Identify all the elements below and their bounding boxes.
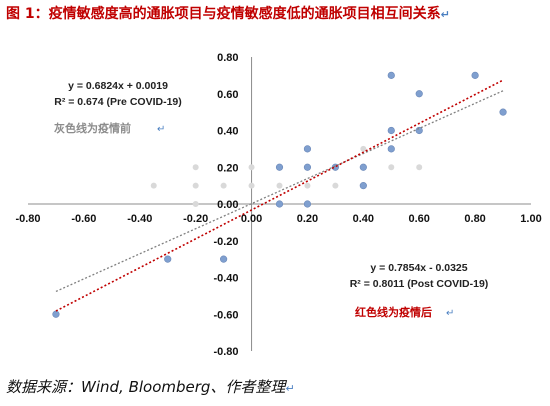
post-covid-trendline	[55, 79, 504, 312]
pre-covid-point	[360, 145, 367, 152]
post-covid-point	[415, 90, 423, 98]
pre-covid-point	[304, 182, 311, 189]
return-mark-icon: ↵	[157, 124, 165, 135]
return-mark-icon: ↵	[446, 308, 454, 319]
x-tick-label: 0.40	[353, 213, 374, 225]
post-covid-equation-line: y = 0.7854x - 0.0325	[370, 262, 467, 274]
pre-covid-point	[192, 201, 199, 207]
x-tick-label: -0.80	[15, 213, 40, 225]
return-mark-icon: ↵	[285, 382, 295, 395]
x-tick-label: 1.00	[520, 213, 541, 225]
data-source-text: 数据来源：Wind, Bloomberg、作者整理	[6, 378, 286, 396]
y-tick-label: -0.20	[213, 236, 238, 248]
post-covid-point	[52, 310, 60, 318]
post-covid-equation-line: R² = 0.8011 (Post COVID-19)	[350, 278, 489, 290]
post-covid-point	[220, 255, 228, 263]
y-tick-label: 0.20	[217, 162, 238, 174]
chart-title: 图 1：疫情敏感度高的通胀项目与疫情敏感度低的通胀项目相互间关系↵	[6, 3, 546, 23]
post-covid-point	[387, 145, 395, 153]
pre-covid-point	[248, 164, 255, 171]
pre-covid-point	[192, 164, 199, 171]
post-covid-point	[387, 71, 395, 79]
x-tick-label: -0.40	[127, 213, 152, 225]
y-tick-label: -0.40	[213, 273, 238, 285]
pre-covid-equation-line: R² = 0.674 (Pre COVID-19)	[54, 96, 182, 108]
pre-covid-point	[276, 182, 283, 189]
pre-covid-point	[220, 182, 227, 189]
post-covid-point	[471, 71, 479, 79]
pre-covid-point	[332, 182, 339, 189]
chart-title-text: 图 1：疫情敏感度高的通胀项目与疫情敏感度低的通胀项目相互间关系	[6, 6, 441, 22]
pre-covid-point	[150, 182, 157, 189]
pre-covid-note-line: 灰色线为疫情前	[54, 121, 131, 135]
post-covid-point	[164, 255, 172, 263]
x-tick-label: 0.80	[464, 213, 485, 225]
y-tick-label: -0.60	[213, 309, 238, 321]
post-covid-point	[303, 200, 312, 208]
pre-covid-equation-line: y = 0.6824x + 0.0019	[68, 80, 168, 92]
post-covid-point	[359, 182, 367, 190]
x-tick-label: -0.20	[183, 213, 208, 225]
post-covid-point	[303, 145, 312, 153]
post-covid-point	[275, 200, 284, 208]
y-tick-label: -0.80	[213, 346, 238, 358]
x-tick-label: 0.00	[241, 213, 262, 225]
y-tick-label: 0.40	[217, 126, 238, 138]
post-covid-point	[303, 163, 312, 171]
y-tick-label: 0.00	[217, 199, 238, 211]
return-mark-icon: ↵	[440, 8, 450, 21]
y-tick-label: 0.80	[217, 52, 238, 64]
pre-covid-point	[416, 164, 423, 171]
post-covid-note-line: 红色线为疫情后	[355, 305, 432, 319]
pre-covid-point	[248, 182, 255, 189]
post-covid-point	[387, 126, 395, 135]
y-tick-label: 0.60	[217, 89, 238, 101]
pre-covid-trendline	[55, 90, 504, 293]
post-covid-point	[359, 163, 367, 171]
post-covid-point	[499, 108, 507, 116]
post-covid-point	[415, 126, 423, 135]
pre-covid-point	[192, 182, 199, 189]
post-covid-point	[275, 163, 284, 171]
data-source: 数据来源：Wind, Bloomberg、作者整理↵	[6, 376, 546, 397]
x-tick-label: 0.60	[409, 213, 430, 225]
pre-covid-point	[388, 164, 395, 171]
x-tick-label: -0.60	[71, 213, 96, 225]
x-tick-label: 0.20	[297, 213, 318, 225]
